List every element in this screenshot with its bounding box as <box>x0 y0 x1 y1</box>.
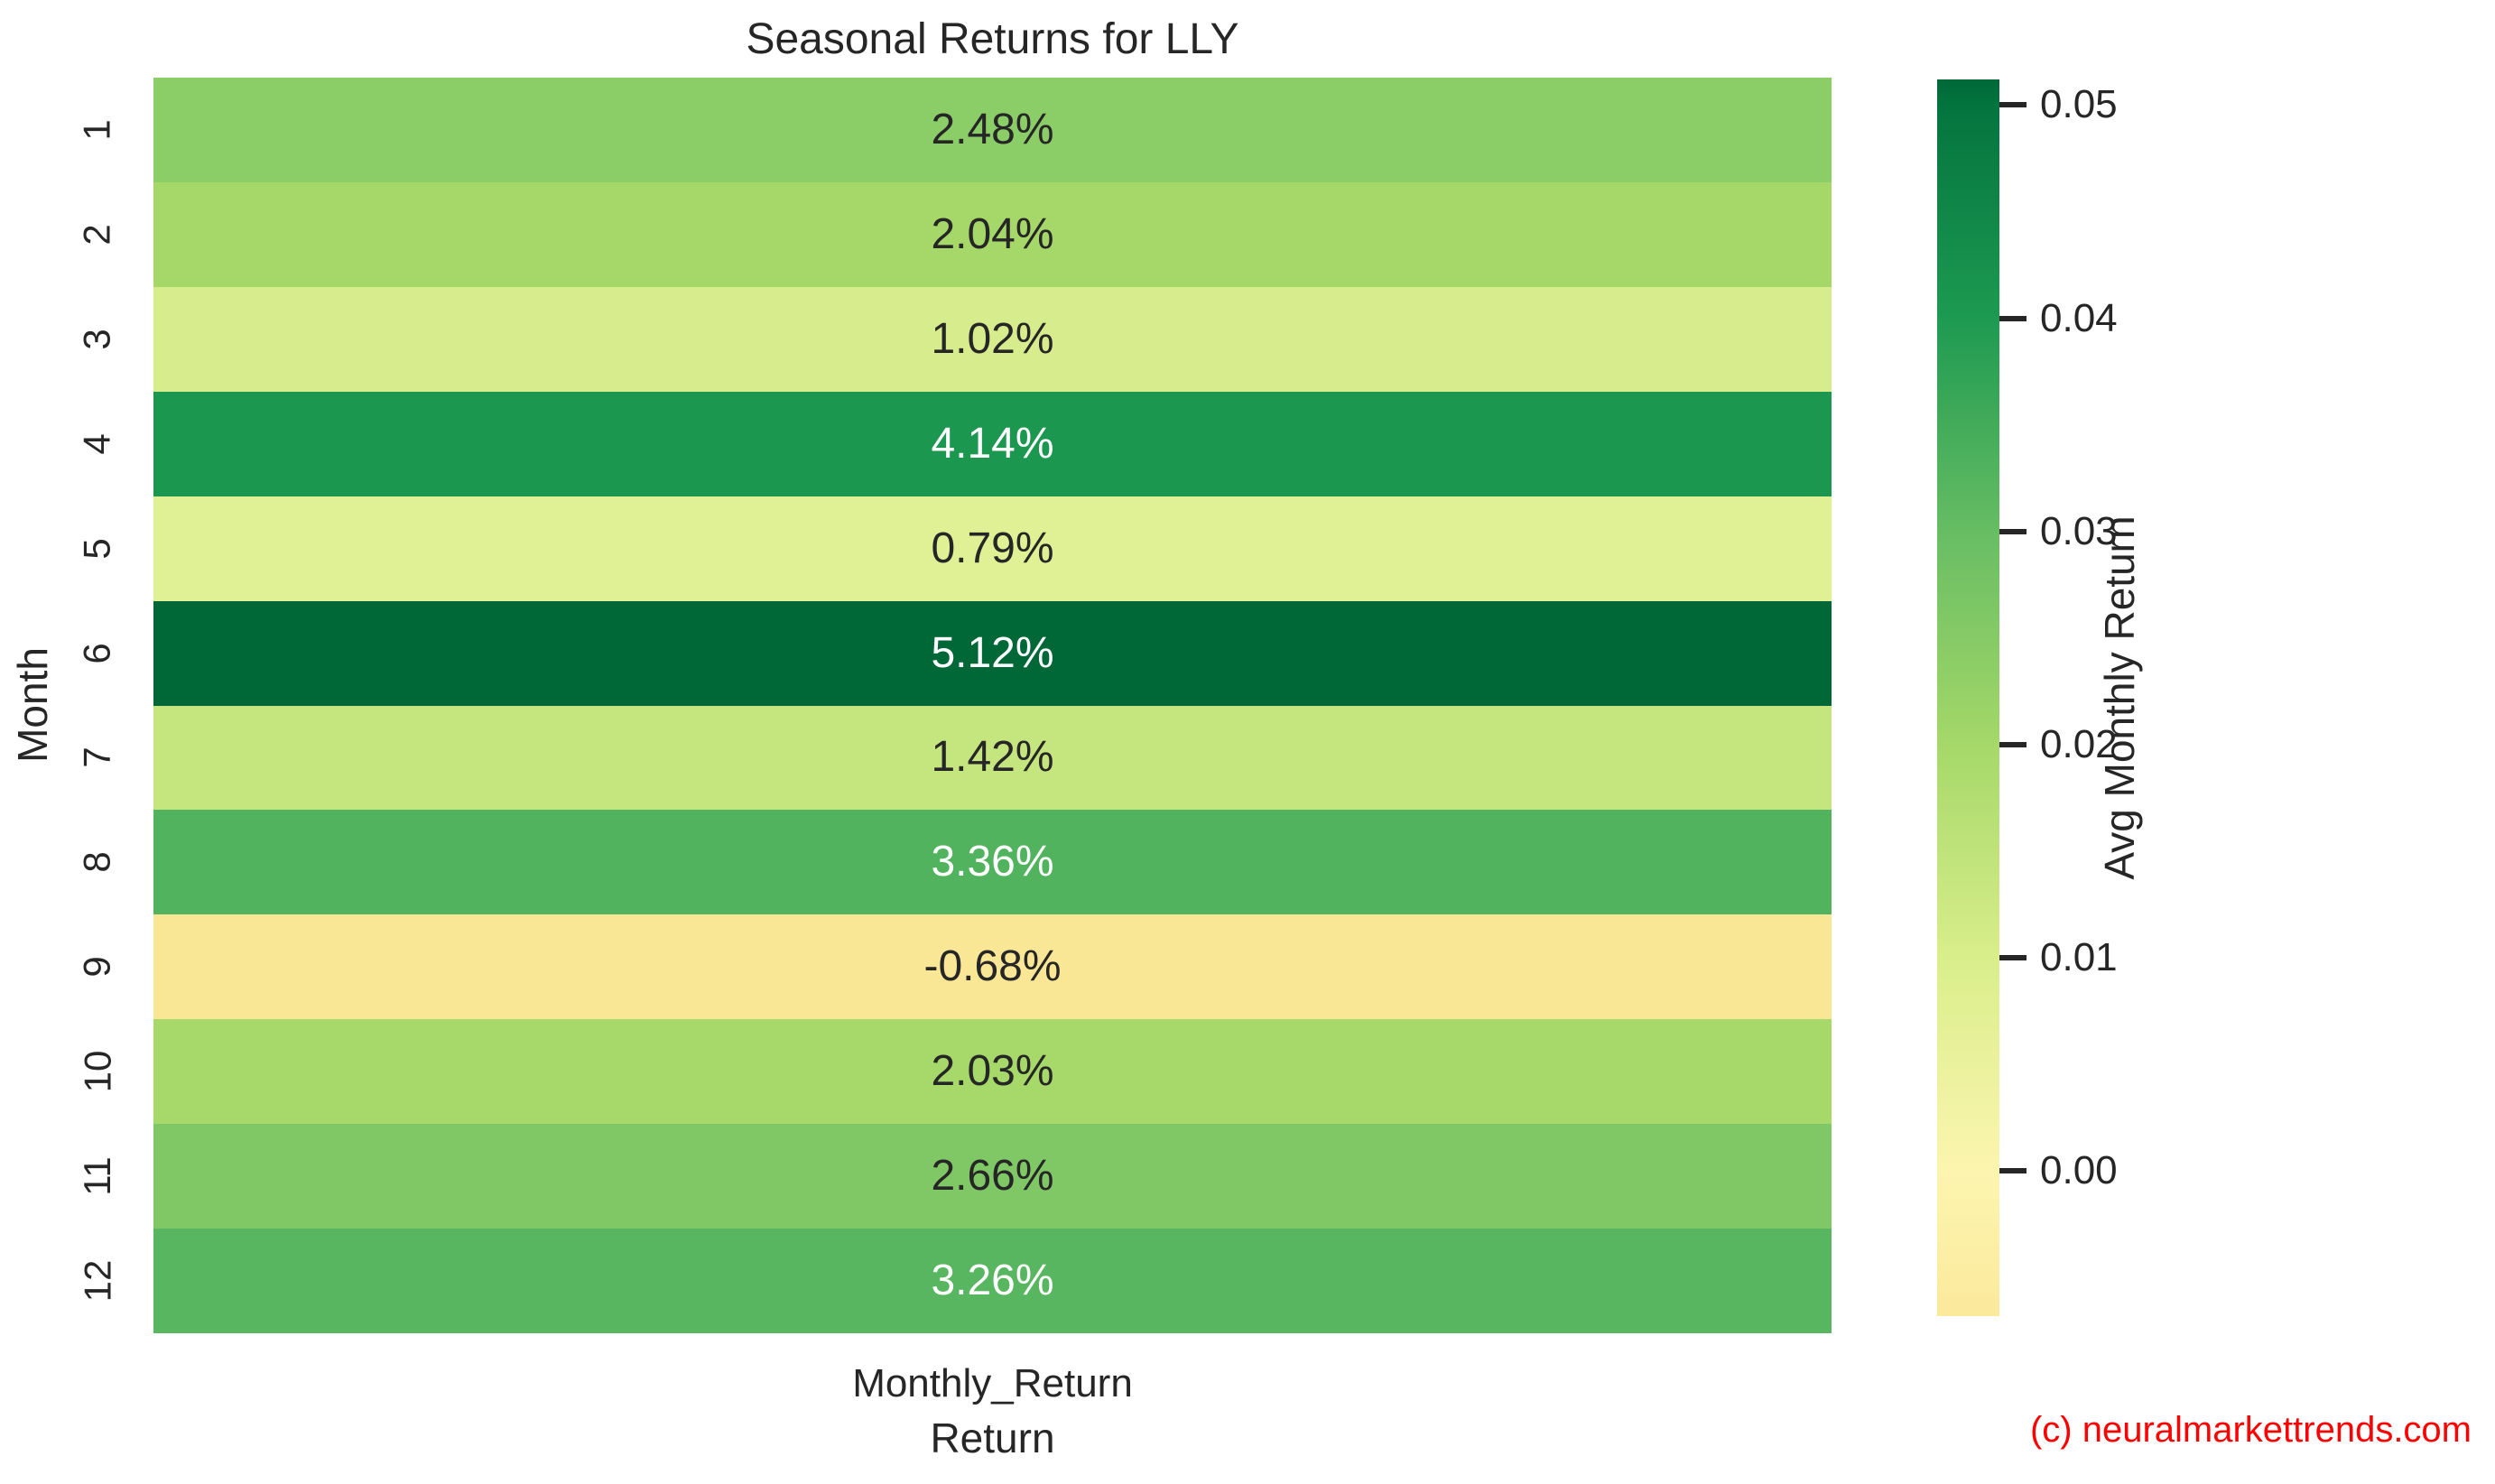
y-axis-tick-label: 4 <box>75 433 118 455</box>
y-axis-tick: 6 <box>56 601 139 706</box>
colorbar-tick-label: 0.04 <box>2040 295 2118 340</box>
colorbar-tick-label: 0.01 <box>2040 935 2118 980</box>
cell-value-label: 2.03% <box>931 1047 1054 1096</box>
y-axis-tick-label: 2 <box>75 224 118 246</box>
colorbar-tick-label: 0.02 <box>2040 721 2118 766</box>
y-axis-tick: 2 <box>56 182 139 287</box>
heatmap-cell: 4.14% <box>153 391 1832 496</box>
cell-value-label: 4.14% <box>931 419 1054 468</box>
heatmap-cell: 1.02% <box>153 286 1832 392</box>
cell-value-label: 2.66% <box>931 1152 1054 1201</box>
y-axis-tick: 4 <box>56 392 139 496</box>
heatmap-cell: 5.12% <box>153 600 1832 706</box>
colorbar-tick-mark <box>1999 741 2027 747</box>
y-axis-tick-label: 6 <box>75 642 118 664</box>
y-axis-tick-label: 11 <box>75 1156 118 1196</box>
colorbar-tick-labels: 0.05 0.04 0.03 0.02 0.01 0.00 <box>2040 79 2239 1316</box>
colorbar-tick-label: 0.00 <box>2040 1148 2118 1193</box>
cell-value-label: 1.02% <box>931 314 1054 363</box>
x-axis-tick-label: Monthly_Return <box>852 1361 1133 1405</box>
heatmap-cell: 2.48% <box>153 78 1832 182</box>
colorbar-tick-mark <box>1999 102 2027 108</box>
cell-value-label: 3.36% <box>931 838 1054 886</box>
y-axis-tick: 11 <box>56 1124 139 1229</box>
heatmap: 2.48% 2.04% 1.02% 4.14% 0.79% 5.12% 1.42% 3.36%… <box>153 78 1832 1334</box>
colorbar-tick-mark <box>1999 528 2027 534</box>
cell-value-label: 0.79% <box>931 524 1054 572</box>
colorbar-label: Avg Monthly Return <box>2096 515 2143 880</box>
y-axis-tick-label: 8 <box>75 851 118 874</box>
heatmap-cell: -0.68% <box>153 914 1832 1020</box>
x-axis-label: Return <box>930 1414 1055 1461</box>
cell-value-label: 2.48% <box>931 105 1054 153</box>
heatmap-cell: 2.04% <box>153 181 1832 287</box>
colorbar-tick-mark <box>1999 1168 2027 1174</box>
heatmap-cell: 1.42% <box>153 705 1832 811</box>
y-axis-tick: 1 <box>56 78 139 182</box>
y-axis-tick-label: 1 <box>75 119 118 141</box>
colorbar-tick-label: 0.05 <box>2040 82 2118 127</box>
chart-title: Seasonal Returns for LLY <box>746 15 1239 63</box>
heatmap-cell: 3.26% <box>153 1229 1832 1334</box>
colorbar-tick-label: 0.03 <box>2040 508 2118 553</box>
cell-value-label: -0.68% <box>923 942 1062 991</box>
y-axis-tick: 10 <box>56 1019 139 1124</box>
y-axis-tick-label: 10 <box>76 1050 118 1093</box>
y-axis-tick: 3 <box>56 287 139 392</box>
colorbar <box>1937 79 1999 1316</box>
cell-value-label: 2.04% <box>931 209 1054 258</box>
colorbar-ticks <box>1999 79 2028 1316</box>
y-axis-label: Month <box>9 647 56 763</box>
y-axis-tick: 8 <box>56 810 139 914</box>
y-axis-tick: 9 <box>56 914 139 1019</box>
y-axis-tick: 7 <box>56 706 139 811</box>
y-axis-tick-label: 5 <box>75 537 118 560</box>
y-axis-tick-label: 12 <box>76 1259 118 1303</box>
colorbar-tick-mark <box>1999 955 2027 961</box>
y-axis-tick-label: 7 <box>75 747 118 769</box>
heatmap-cell: 2.03% <box>153 1019 1832 1125</box>
heatmap-cell: 0.79% <box>153 496 1832 601</box>
y-axis-tick: 12 <box>56 1229 139 1333</box>
y-axis-tick-labels: 1 2 3 4 5 6 7 8 9 10 11 12 <box>56 78 139 1333</box>
cell-value-label: 5.12% <box>931 628 1054 677</box>
y-axis-tick-label: 3 <box>75 329 118 350</box>
heatmap-cell: 2.66% <box>153 1124 1832 1229</box>
colorbar-tick-mark <box>1999 315 2027 321</box>
heatmap-cell: 3.36% <box>153 810 1832 915</box>
cell-value-label: 1.42% <box>931 733 1054 782</box>
cell-value-label: 3.26% <box>931 1257 1054 1305</box>
watermark: (c) neuralmarkettrends.com <box>2029 1410 2472 1450</box>
y-axis-tick: 5 <box>56 496 139 601</box>
y-axis-tick-label: 9 <box>75 956 118 979</box>
